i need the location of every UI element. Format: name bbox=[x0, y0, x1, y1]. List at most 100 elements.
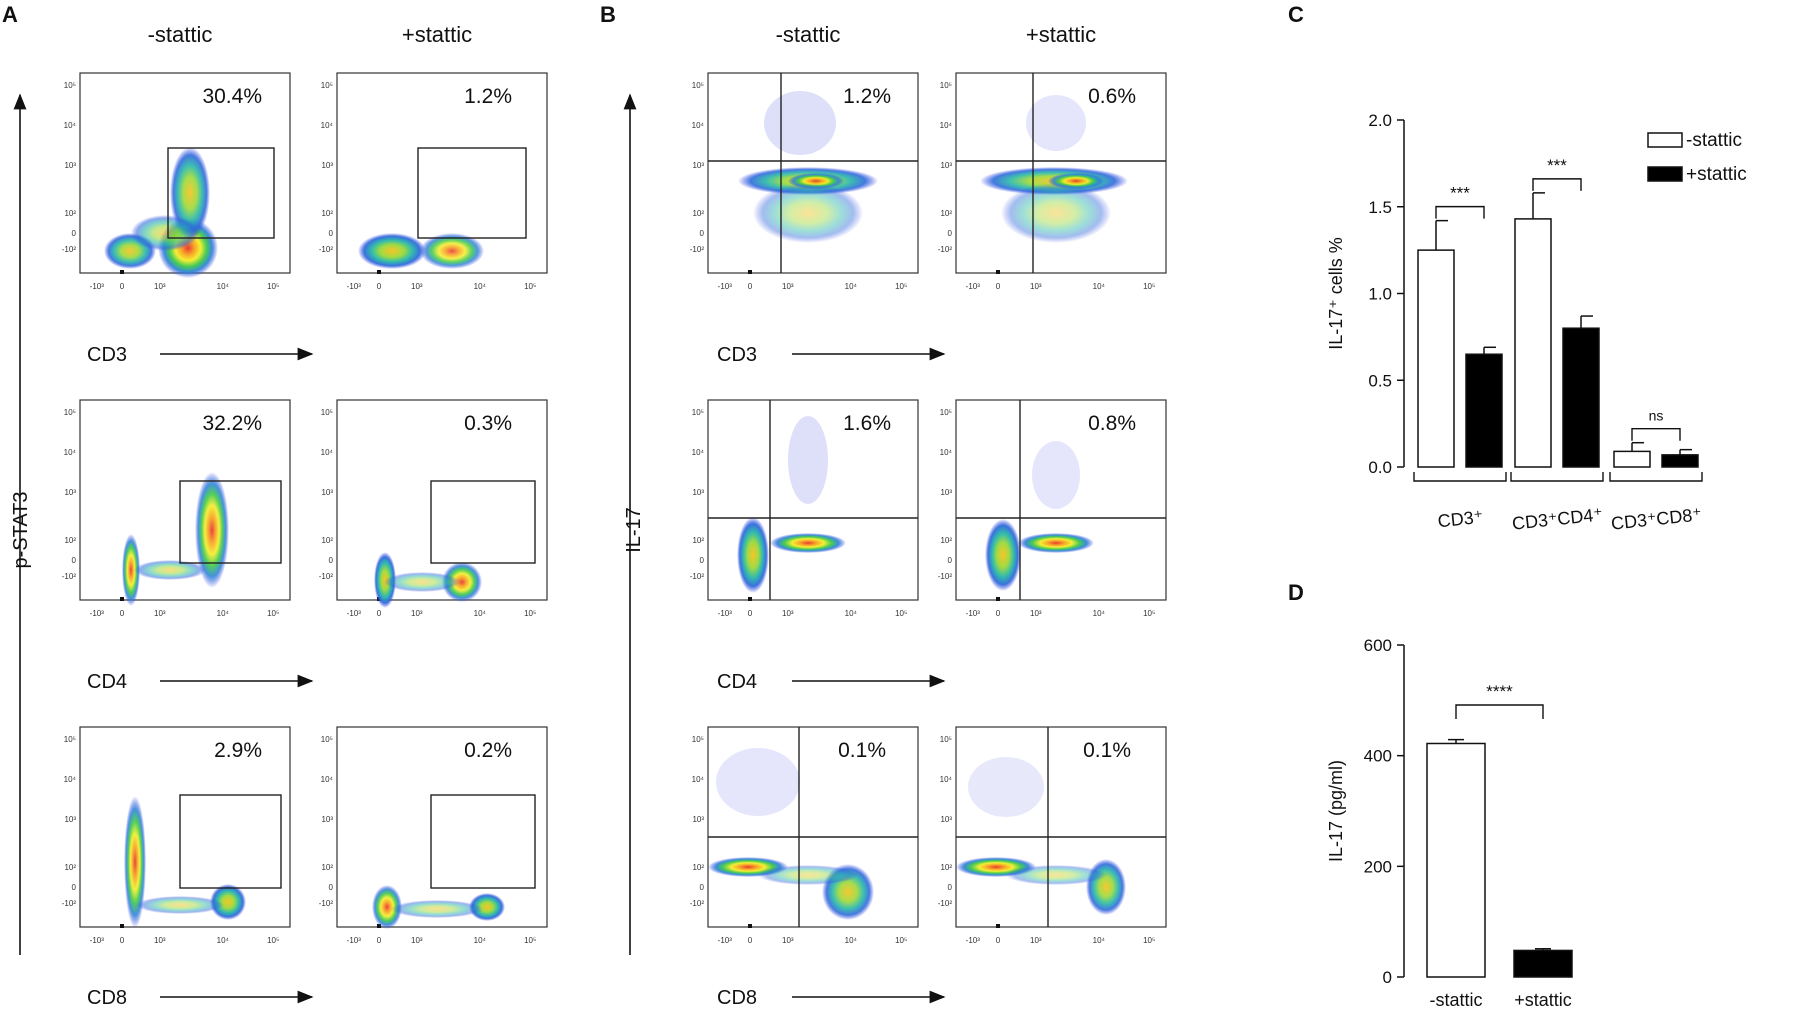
flow-y-tick-8-1: 10⁴ bbox=[692, 448, 705, 457]
flow-x-tick-11-0: -10³ bbox=[966, 936, 981, 945]
flow-y-tick-7-1: 10⁴ bbox=[940, 121, 953, 130]
chart-c-category-2: CD3⁺CD8⁺ bbox=[1610, 504, 1703, 533]
flow-y-tick-1-5: -10² bbox=[319, 245, 334, 254]
chart-c-legend-swatch-1 bbox=[1647, 166, 1683, 182]
chart-d-category-1: +stattic bbox=[1514, 990, 1572, 1010]
flow-x-tick-9-4: 10⁵ bbox=[1143, 609, 1155, 618]
flow-axis-tick-mark bbox=[996, 270, 1000, 274]
flow-y-tick-11-5: -10² bbox=[938, 899, 953, 908]
flow-y-tick-3-1: 10⁴ bbox=[321, 448, 334, 457]
flow-y-tick-1-1: 10⁴ bbox=[321, 121, 334, 130]
chart-c-bar-0-0 bbox=[1417, 249, 1455, 468]
flow-plot-a-cd4-minus: -10³ 0 10³ 10⁴ 10⁵ 10⁵ 10⁴ 10³ 10² 0 -10² 32.2% bbox=[62, 399, 291, 618]
chart-c-y-tick-0: 0.0 bbox=[1368, 458, 1392, 477]
flow-axis-tick-mark bbox=[748, 597, 752, 601]
flow-x-tick-1-1: 0 bbox=[377, 282, 382, 291]
flow-x-tick-5-3: 10⁴ bbox=[474, 936, 487, 945]
flow-x-tick-8-0: -10³ bbox=[718, 609, 733, 618]
flow-x-tick-10-3: 10⁴ bbox=[845, 936, 858, 945]
flow-x-tick-3-0: -10³ bbox=[347, 609, 362, 618]
chart-c-legend-label-1: +stattic bbox=[1686, 164, 1747, 185]
chart-d-y-tick-1: 200 bbox=[1364, 857, 1392, 876]
flow-y-tick-8-5: -10² bbox=[690, 572, 705, 581]
flow-x-tick-5-0: -10³ bbox=[347, 936, 362, 945]
chart-c-legend-swatch-0 bbox=[1647, 132, 1683, 148]
flow-x-tick-3-1: 0 bbox=[377, 609, 382, 618]
flow-x-tick-2-2: 10³ bbox=[154, 609, 166, 618]
flow-y-tick-3-3: 10² bbox=[321, 536, 333, 545]
flow-y-tick-4-4: 0 bbox=[72, 883, 77, 892]
flow-x-tick-4-3: 10⁴ bbox=[217, 936, 230, 945]
flow-x-tick-11-3: 10⁴ bbox=[1093, 936, 1106, 945]
pct-a-cd4-minus: 32.2% bbox=[202, 412, 262, 435]
flow-axis-tick-mark bbox=[120, 270, 124, 274]
flow-plot-b-cd4-plus: -10³ 0 10³ 10⁴ 10⁵ 10⁵ 10⁴ 10³ 10² 0 -10² 0.8% bbox=[938, 399, 1167, 618]
flow-y-tick-6-5: -10² bbox=[690, 245, 705, 254]
flow-x-tick-5-4: 10⁵ bbox=[524, 936, 536, 945]
chart-c-y-tick-4: 2.0 bbox=[1368, 111, 1392, 130]
flow-y-tick-0-1: 10⁴ bbox=[64, 121, 77, 130]
chart-c: 0.0 0.5 1.0 1.5 2.0 IL-17⁺ cells % CD3⁺ *** CD3⁺… bbox=[1326, 111, 1747, 534]
pct-b-cd3-plus: 0.6% bbox=[1088, 85, 1136, 108]
panel-a-header-minus: -stattic bbox=[148, 22, 213, 47]
flow-y-tick-3-0: 10⁵ bbox=[321, 408, 333, 417]
flow-y-tick-10-0: 10⁵ bbox=[692, 735, 704, 744]
pct-b-cd4-minus: 1.6% bbox=[843, 412, 891, 435]
chart-c-bar-0-1 bbox=[1465, 353, 1503, 468]
chart-d-bar-1 bbox=[1513, 949, 1573, 978]
flow-y-tick-11-1: 10⁴ bbox=[940, 775, 953, 784]
panel-b-header-plus: +stattic bbox=[1026, 22, 1096, 47]
flow-y-tick-1-0: 10⁵ bbox=[321, 81, 333, 90]
chart-d-bar-0 bbox=[1426, 742, 1486, 978]
flow-x-tick-9-3: 10⁴ bbox=[1093, 609, 1106, 618]
flow-y-tick-4-2: 10³ bbox=[64, 815, 76, 824]
flow-y-tick-1-2: 10³ bbox=[321, 161, 333, 170]
flow-y-tick-5-5: -10² bbox=[319, 899, 334, 908]
chart-d-sig-bracket bbox=[1455, 704, 1544, 719]
chart-c-significance-2: ns bbox=[1649, 408, 1664, 424]
chart-d-y-tick-3: 600 bbox=[1364, 636, 1392, 655]
flow-x-tick-1-4: 10⁵ bbox=[524, 282, 536, 291]
chart-c-category-0: CD3⁺ bbox=[1437, 507, 1484, 532]
flow-x-tick-7-3: 10⁴ bbox=[1093, 282, 1106, 291]
flow-axis-tick-mark bbox=[996, 597, 1000, 601]
flow-x-tick-11-2: 10³ bbox=[1030, 936, 1042, 945]
pct-b-cd8-minus: 0.1% bbox=[838, 739, 886, 762]
flow-plot-a-cd8-minus: -10³ 0 10³ 10⁴ 10⁵ 10⁵ 10⁴ 10³ 10² 0 -10² 2.9% bbox=[62, 726, 291, 945]
flow-y-tick-9-0: 10⁵ bbox=[940, 408, 952, 417]
flow-y-tick-4-0: 10⁵ bbox=[64, 735, 76, 744]
flow-plot-a-cd3-plus: -10³ 0 10³ 10⁴ 10⁵ 10⁵ 10⁴ 10³ 10² 0 -10² 1.2% bbox=[319, 72, 548, 291]
flow-y-tick-10-1: 10⁴ bbox=[692, 775, 705, 784]
flow-y-tick-0-4: 0 bbox=[72, 229, 77, 238]
flow-y-tick-2-5: -10² bbox=[62, 572, 77, 581]
flow-y-tick-11-4: 0 bbox=[948, 883, 953, 892]
chart-c-legend-label-0: -stattic bbox=[1686, 130, 1742, 151]
flow-y-tick-5-4: 0 bbox=[329, 883, 334, 892]
flow-plot-a-cd8-plus: -10³ 0 10³ 10⁴ 10⁵ 10⁵ 10⁴ 10³ 10² 0 -10² 0.2% bbox=[319, 726, 548, 945]
chart-c-y-tick-3: 1.5 bbox=[1368, 198, 1392, 217]
chart-c-y-tick-1: 0.5 bbox=[1368, 371, 1392, 390]
flow-x-tick-0-3: 10⁴ bbox=[217, 282, 230, 291]
flow-x-tick-11-4: 10⁵ bbox=[1143, 936, 1155, 945]
flow-x-tick-9-1: 0 bbox=[996, 609, 1001, 618]
flow-x-tick-6-3: 10⁴ bbox=[845, 282, 858, 291]
flow-y-tick-2-2: 10³ bbox=[64, 488, 76, 497]
flow-y-tick-11-3: 10² bbox=[940, 863, 952, 872]
flow-y-tick-5-3: 10² bbox=[321, 863, 333, 872]
flow-x-tick-10-0: -10³ bbox=[718, 936, 733, 945]
flow-x-tick-9-0: -10³ bbox=[966, 609, 981, 618]
flow-x-tick-2-1: 0 bbox=[120, 609, 125, 618]
flow-y-tick-10-3: 10² bbox=[692, 863, 704, 872]
flow-x-tick-11-1: 0 bbox=[996, 936, 1001, 945]
chart-c-bar-1-1 bbox=[1562, 327, 1600, 468]
panel-letter-b: B bbox=[600, 2, 616, 27]
flow-axis-tick-mark bbox=[996, 924, 1000, 928]
flow-x-tick-6-0: -10³ bbox=[718, 282, 733, 291]
flow-axis-tick-mark bbox=[748, 924, 752, 928]
flow-y-tick-11-2: 10³ bbox=[940, 815, 952, 824]
flow-y-tick-6-1: 10⁴ bbox=[692, 121, 705, 130]
flow-y-tick-10-4: 0 bbox=[700, 883, 705, 892]
flow-x-tick-1-3: 10⁴ bbox=[474, 282, 487, 291]
pct-a-cd4-plus: 0.3% bbox=[464, 412, 512, 435]
